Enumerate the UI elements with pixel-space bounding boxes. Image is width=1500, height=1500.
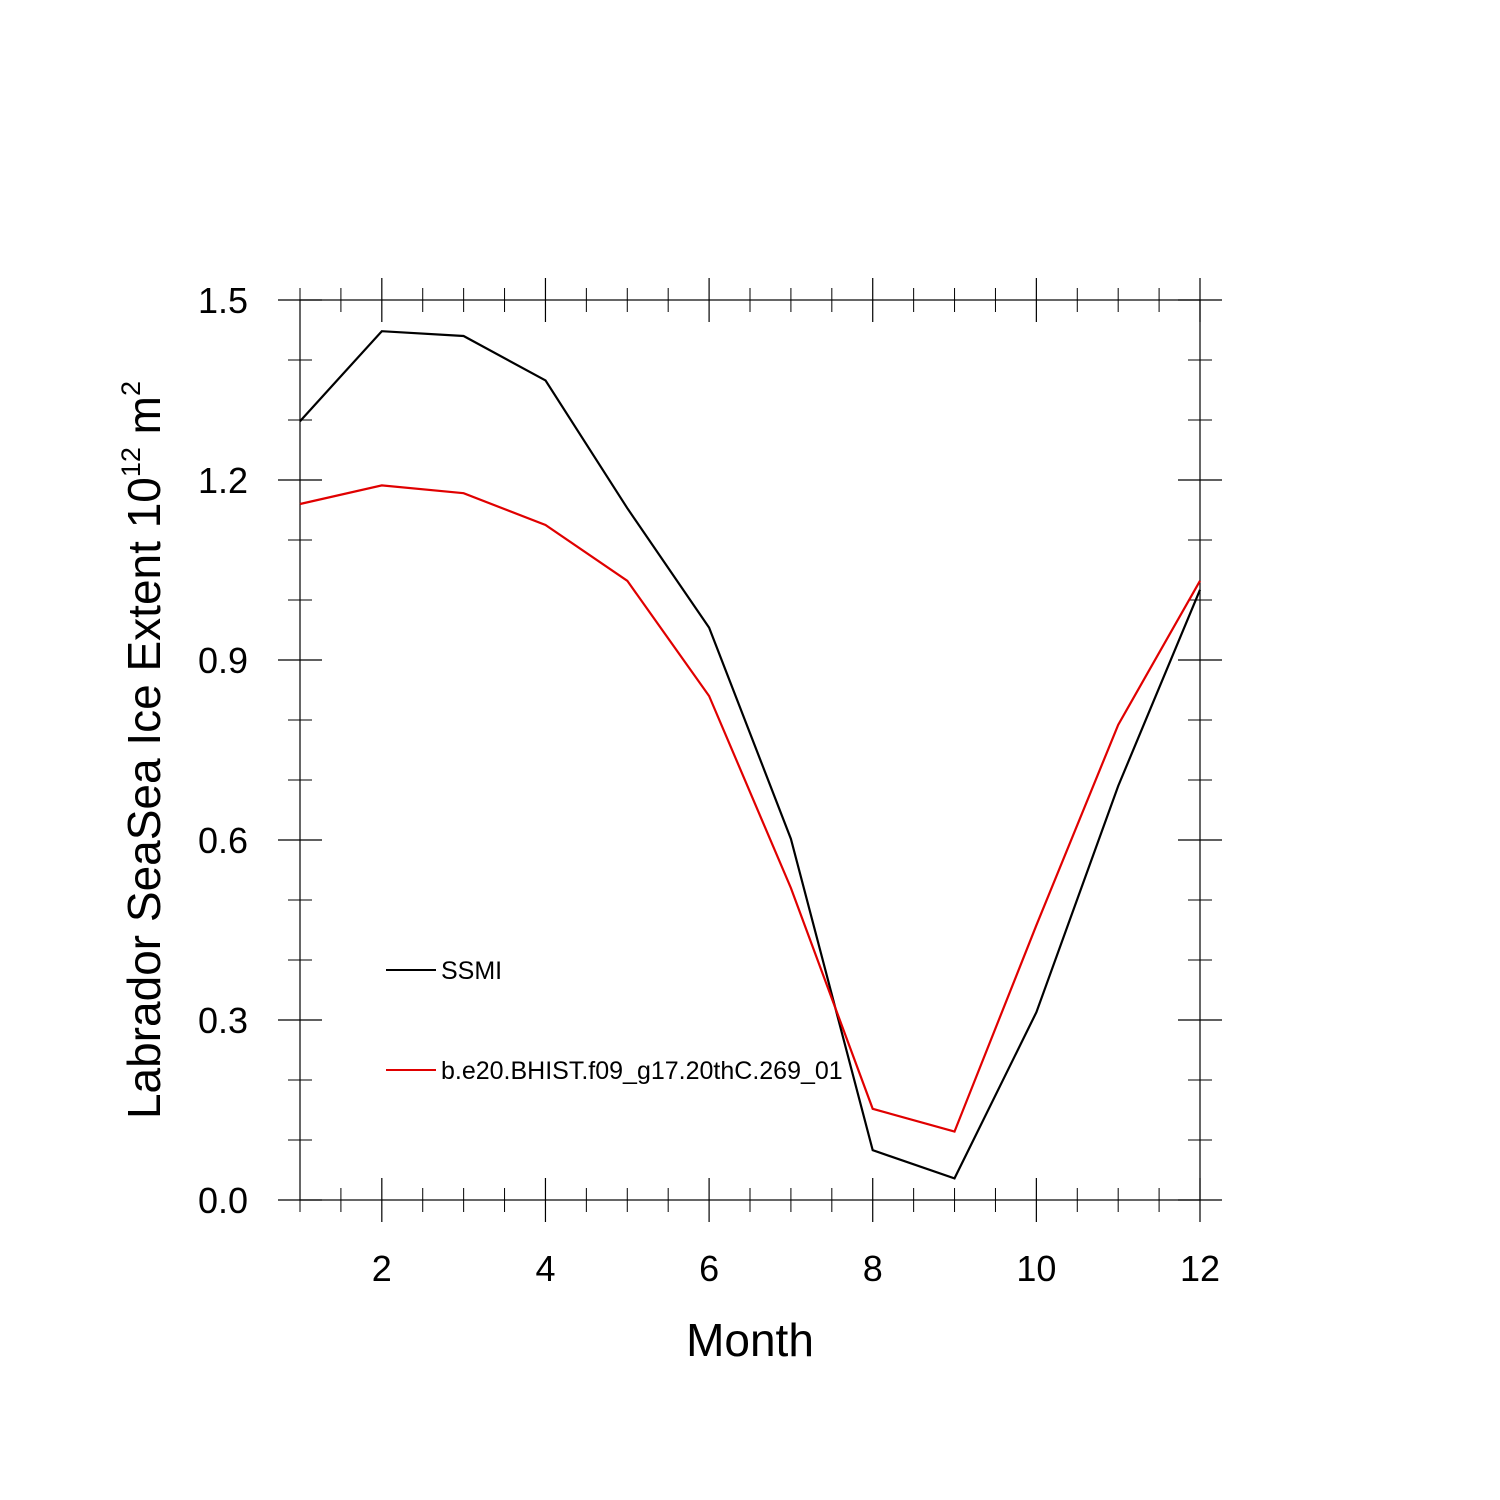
x-tick-label: 2	[372, 1248, 392, 1289]
series-line-ssmi	[299, 330, 1202, 1180]
y-tick-label: 0.3	[198, 1000, 248, 1041]
legend-label-ssmi: SSMI	[441, 957, 502, 985]
legend-label-model: b.e20.BHIST.f09_g17.20thC.269_01	[441, 1057, 843, 1085]
y-tick-label: 0.6	[198, 820, 248, 861]
x-tick-labels: 2 4 6 8 10 12	[372, 1248, 1220, 1289]
plot-frame	[299, 299, 1201, 1201]
legend: SSMI b.e20.BHIST.f09_g17.20thC.269_01	[386, 957, 843, 1085]
y-axis-title: Labrador SeaSea Ice Extent 1012 m2	[116, 381, 170, 1119]
y-axis-title-main: Labrador SeaSea Ice Extent 10	[118, 477, 170, 1119]
y-tick-labels: 0.0 0.3 0.6 0.9 1.2 1.5	[198, 280, 248, 1221]
series-layer	[299, 330, 1202, 1180]
x-tick-label: 12	[1180, 1248, 1220, 1289]
x-tick-label: 4	[535, 1248, 555, 1289]
y-axis-title-exponent: 12	[116, 447, 146, 477]
x-axis-title: Month	[686, 1314, 814, 1366]
y-tick-label: 1.2	[198, 460, 248, 501]
y-axis-title-unit: m	[118, 396, 170, 447]
x-tick-label: 8	[863, 1248, 883, 1289]
x-tick-label: 6	[699, 1248, 719, 1289]
y-tick-label: 0.0	[198, 1180, 248, 1221]
series-line-model	[299, 484, 1201, 1133]
y-tick-label: 1.5	[198, 280, 248, 321]
x-tick-label: 10	[1016, 1248, 1056, 1289]
y-tick-label: 0.9	[198, 640, 248, 681]
y-axis-title-unit-exponent: 2	[116, 381, 146, 396]
